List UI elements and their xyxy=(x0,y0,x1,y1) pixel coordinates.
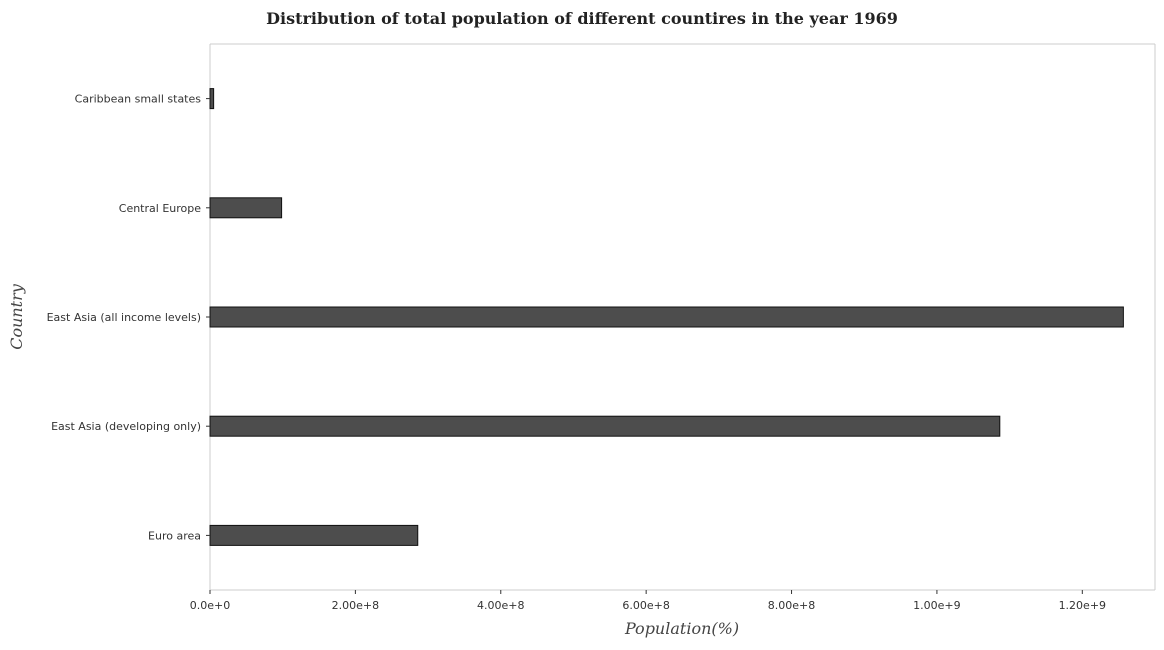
y-tick-label: Caribbean small states xyxy=(75,93,202,106)
x-tick-label: 0.0e+0 xyxy=(190,599,230,612)
bar-central-europe xyxy=(209,197,283,219)
x-axis-ticks: 0.0e+0 2.00e+8 4.00e+8 6.00e+8 8.00e+8 1.00e+… xyxy=(190,590,1106,612)
bar-east-asia-all-income-levels xyxy=(209,306,1124,328)
x-axis-label: Population(%) xyxy=(624,619,739,638)
x-tick-label: 2.00e+8 xyxy=(332,599,379,612)
y-tick-label: East Asia (developing only) xyxy=(51,420,201,433)
bar-east-asia-developing-only xyxy=(209,415,1001,437)
chart-title: Distribution of total population of diff… xyxy=(266,9,898,28)
bar-caribbean-small-states xyxy=(209,88,215,110)
bar-euro-area xyxy=(209,524,419,546)
y-tick-label: Euro area xyxy=(148,529,201,542)
x-tick-label: 1.20e+9 xyxy=(1059,599,1106,612)
bars-group xyxy=(209,88,1124,546)
y-tick-label: East Asia (all income levels) xyxy=(47,311,201,324)
x-tick-label: 6.00e+8 xyxy=(622,599,669,612)
y-axis-ticks: Caribbean small states Central Europe East… xyxy=(47,93,210,542)
x-tick-label: 4.00e+8 xyxy=(477,599,524,612)
x-tick-label: 8.00e+8 xyxy=(768,599,815,612)
y-tick-label: Central Europe xyxy=(119,202,201,215)
y-axis-label: Country xyxy=(7,283,26,350)
x-tick-label: 1.00e+9 xyxy=(913,599,960,612)
